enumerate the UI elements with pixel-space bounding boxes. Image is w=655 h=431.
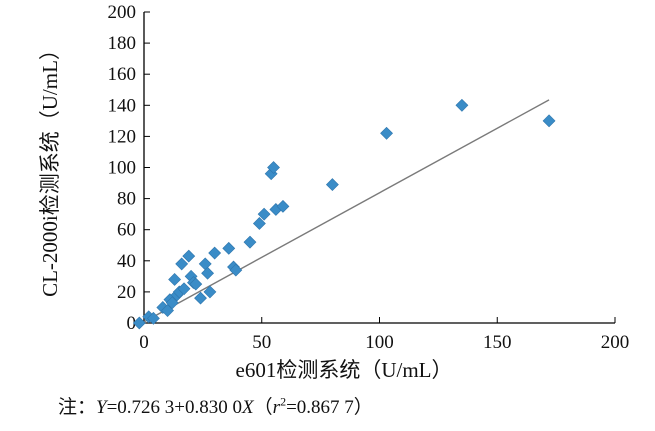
data-point: [243, 235, 257, 249]
x-tick-label: 50: [252, 332, 271, 353]
data-point: [276, 199, 290, 213]
data-point: [194, 291, 207, 305]
data-point: [380, 126, 393, 140]
data-point: [229, 263, 243, 277]
data-point: [175, 257, 189, 271]
data-point: [252, 217, 266, 230]
y-tick-label: 60: [117, 220, 136, 241]
data-point: [146, 311, 160, 325]
note-r-exponent: 2: [280, 394, 287, 409]
data-points: [132, 98, 556, 330]
note-prefix: 注：: [58, 397, 97, 418]
data-point: [325, 178, 339, 192]
y-tick-label: 200: [108, 2, 137, 23]
data-point: [257, 207, 271, 221]
x-tick-label: 0: [139, 332, 149, 353]
data-point: [201, 266, 215, 280]
y-tick-label: 20: [117, 282, 136, 303]
regression-note: 注：Y=0.726 3+0.830 0X（r2=0.867 7）: [58, 392, 373, 419]
regression-line-group: [138, 99, 550, 326]
note-x-var: X: [242, 397, 254, 418]
data-point: [208, 246, 222, 260]
data-point: [161, 304, 174, 317]
data-point: [267, 161, 280, 174]
y-tick-label: 80: [117, 189, 136, 210]
data-point: [222, 241, 236, 255]
data-point: [168, 273, 182, 286]
note-r-value: =0.867 7: [286, 397, 354, 418]
y-tick-label: 140: [108, 95, 137, 116]
data-point: [203, 285, 217, 299]
data-point: [132, 316, 146, 330]
axes: [143, 11, 616, 324]
note-paren-open: （: [253, 397, 273, 418]
y-tick-label: 120: [108, 126, 137, 147]
note-r-var: r: [272, 397, 281, 418]
data-point: [165, 296, 179, 310]
x-axis-title: e601检测系统（U/mL）: [236, 358, 453, 382]
y-tick-label: 100: [108, 158, 137, 179]
note-paren-close: ）: [353, 397, 373, 418]
y-axis-title: CL-2000i检测系统（U/mL）: [38, 39, 62, 297]
tick-labels: 0 20 40 60 80 100 120 140 160 180 200 0 50 100 150 200: [108, 2, 630, 353]
data-point: [455, 98, 469, 112]
y-tick-label: 180: [108, 33, 137, 54]
data-point: [177, 282, 191, 296]
note-equation: =0.726 3+0.830 0: [106, 397, 243, 418]
data-point: [198, 257, 212, 271]
y-tick-label: 40: [117, 251, 136, 272]
data-point: [189, 277, 203, 291]
x-tick-label: 150: [483, 332, 512, 353]
y-tick-label: 160: [108, 64, 137, 85]
x-tick-label: 100: [365, 332, 394, 353]
x-tick-label: 200: [601, 332, 630, 353]
y-tick-label: 0: [127, 313, 137, 334]
data-point: [542, 114, 556, 128]
note-y-var: Y: [96, 397, 107, 418]
regression-line: [138, 99, 550, 326]
data-point: [182, 249, 196, 263]
